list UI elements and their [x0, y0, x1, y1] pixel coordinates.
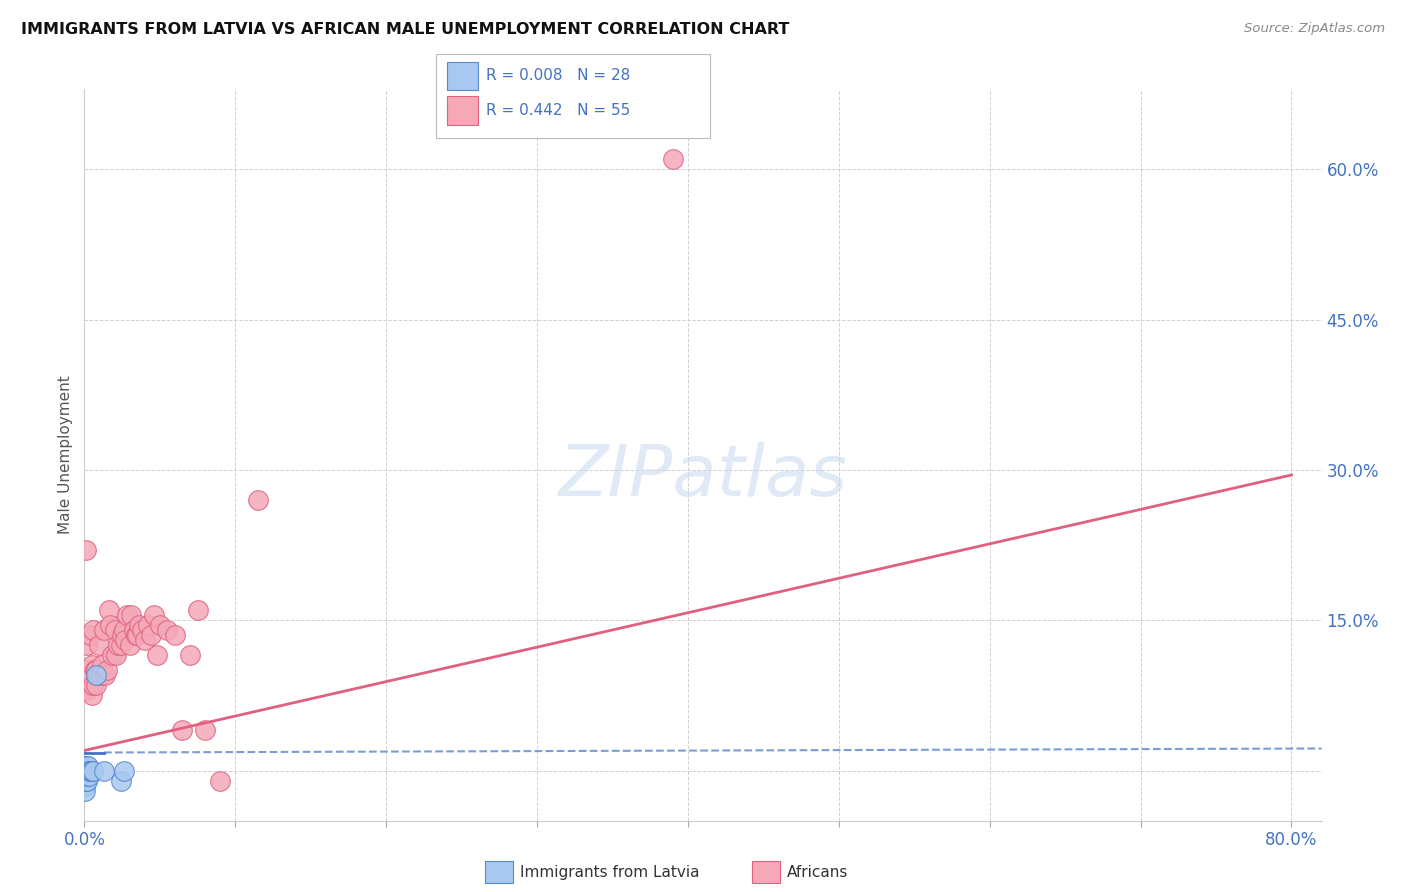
Point	[136, 618, 159, 632]
Point	[76, 764, 98, 778]
Point	[122, 624, 145, 638]
Point	[209, 773, 232, 788]
Point	[134, 633, 156, 648]
Point	[79, 628, 101, 642]
Point	[84, 664, 107, 678]
Point	[110, 638, 132, 652]
Point	[76, 764, 98, 778]
Point	[77, 768, 100, 782]
Point	[94, 668, 117, 682]
Point	[103, 624, 125, 638]
Text: Source: ZipAtlas.com: Source: ZipAtlas.com	[1244, 22, 1385, 36]
Point	[163, 628, 186, 642]
Point	[96, 664, 118, 678]
Point	[93, 764, 115, 778]
Point	[115, 608, 138, 623]
Point	[80, 764, 103, 778]
Point	[80, 658, 103, 673]
Text: R = 0.442   N = 55: R = 0.442 N = 55	[486, 103, 631, 118]
Point	[111, 628, 134, 642]
Point	[139, 628, 162, 642]
Point	[77, 758, 100, 772]
Point	[246, 493, 269, 508]
Text: R = 0.008   N = 28: R = 0.008 N = 28	[486, 69, 631, 83]
Point	[112, 764, 135, 778]
Point	[93, 624, 115, 638]
Point	[75, 764, 97, 778]
Point	[75, 783, 97, 797]
Point	[128, 618, 150, 632]
Point	[76, 773, 98, 788]
Point	[75, 773, 97, 788]
Point	[75, 764, 97, 778]
Point	[124, 628, 146, 642]
Point	[131, 624, 153, 638]
Point	[86, 664, 108, 678]
Point	[82, 678, 104, 692]
Point	[662, 153, 685, 167]
Point	[75, 758, 97, 772]
Point	[75, 543, 97, 558]
Point	[90, 668, 112, 682]
Text: Immigrants from Latvia: Immigrants from Latvia	[520, 865, 700, 880]
Point	[110, 773, 132, 788]
Point	[186, 603, 208, 617]
Point	[98, 618, 121, 632]
Point	[79, 764, 101, 778]
Text: Africans: Africans	[787, 865, 849, 880]
Point	[86, 678, 108, 692]
Point	[82, 624, 104, 638]
Point	[194, 723, 217, 738]
Point	[76, 764, 98, 778]
Point	[107, 638, 129, 652]
Point	[77, 678, 100, 692]
Point	[100, 648, 122, 663]
Point	[146, 648, 169, 663]
Text: IMMIGRANTS FROM LATVIA VS AFRICAN MALE UNEMPLOYMENT CORRELATION CHART: IMMIGRANTS FROM LATVIA VS AFRICAN MALE U…	[21, 22, 789, 37]
Point	[75, 668, 97, 682]
Point	[114, 633, 136, 648]
Point	[75, 768, 97, 782]
Point	[91, 658, 114, 673]
Point	[105, 648, 128, 663]
Point	[89, 638, 111, 652]
Point	[76, 638, 98, 652]
Point	[86, 668, 108, 682]
Point	[120, 608, 142, 623]
Text: ZIPatlas: ZIPatlas	[558, 442, 848, 511]
Point	[76, 758, 98, 772]
Point	[156, 624, 179, 638]
Point	[172, 723, 194, 738]
Point	[142, 608, 165, 623]
Point	[97, 603, 120, 617]
Point	[75, 779, 97, 793]
Point	[77, 764, 100, 778]
Point	[75, 764, 97, 778]
Point	[82, 764, 104, 778]
Y-axis label: Male Unemployment: Male Unemployment	[58, 376, 73, 534]
Point	[76, 683, 98, 698]
Point	[80, 689, 103, 703]
Point	[118, 638, 141, 652]
Point	[79, 764, 101, 778]
Point	[112, 624, 135, 638]
Point	[76, 764, 98, 778]
Point	[79, 668, 101, 682]
Point	[127, 628, 149, 642]
Point	[75, 773, 97, 788]
Point	[149, 618, 172, 632]
Point	[76, 773, 98, 788]
Point	[76, 768, 98, 782]
Point	[179, 648, 201, 663]
Point	[87, 668, 110, 682]
Point	[77, 664, 100, 678]
